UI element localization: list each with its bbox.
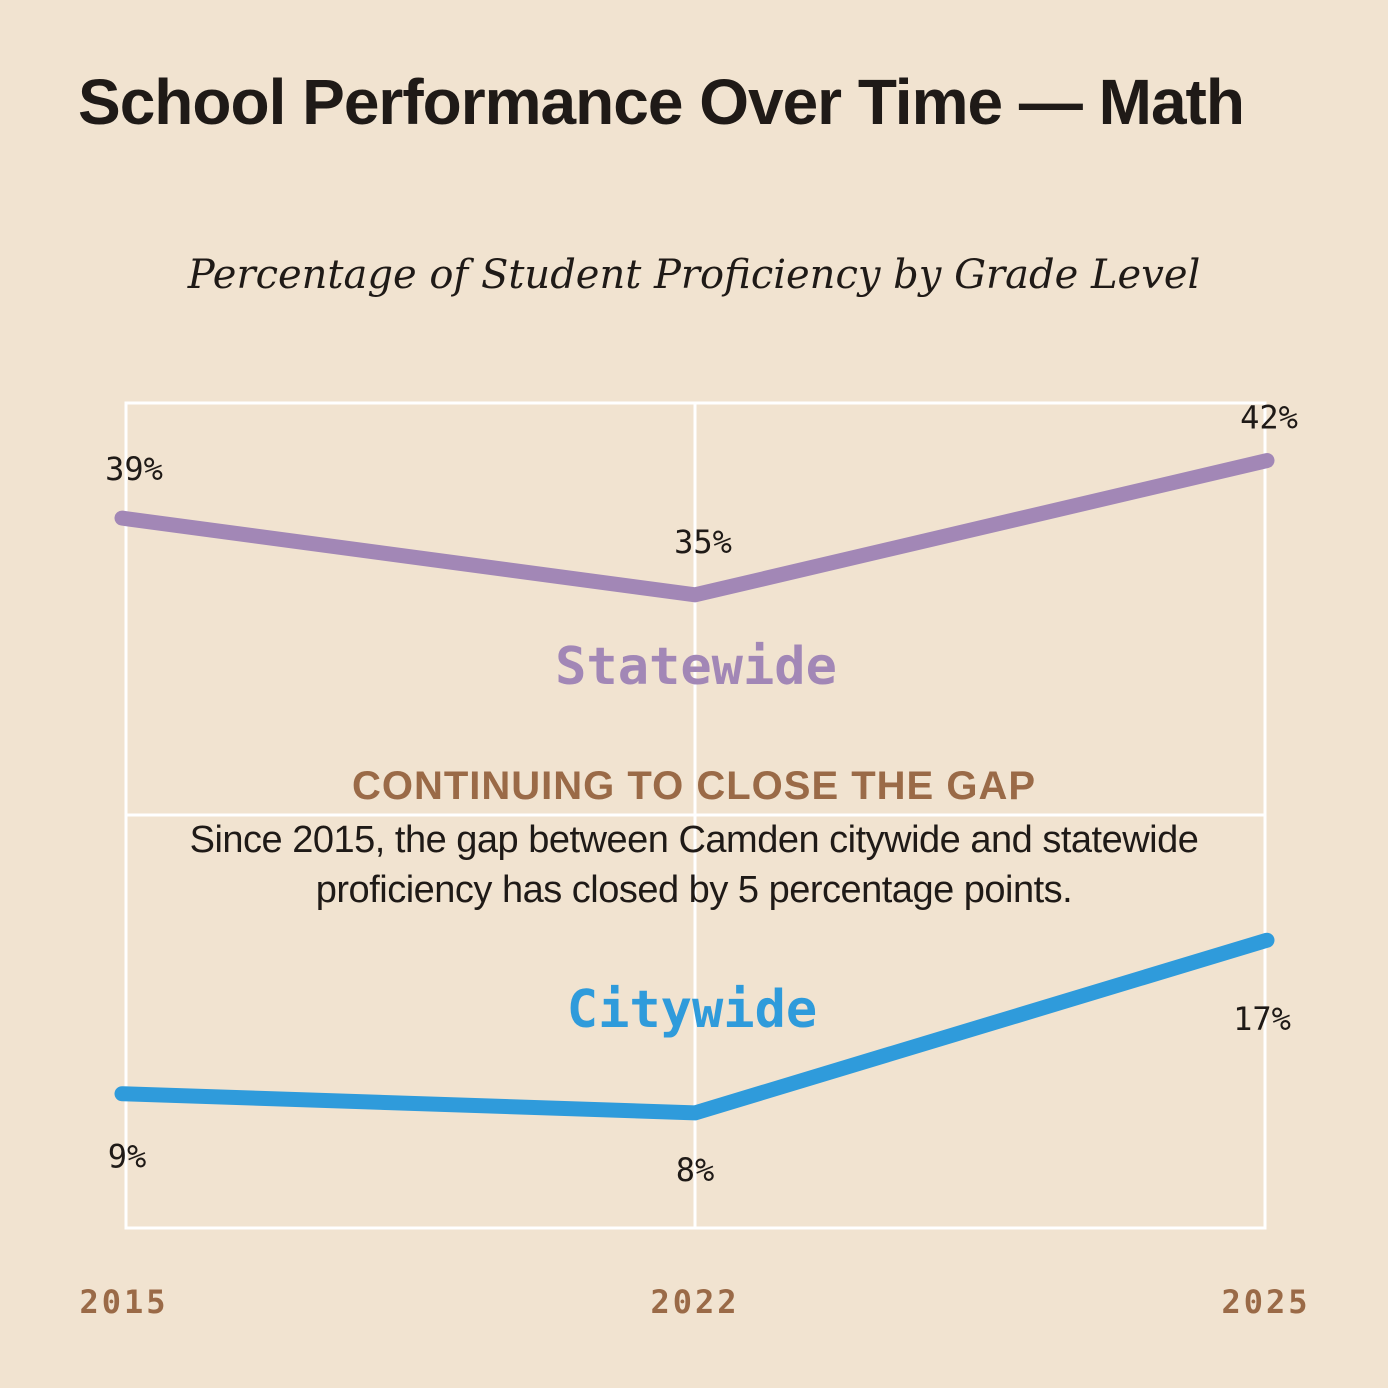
x-tick-label-2015: 2015 [79,1283,168,1321]
series-line-citywide [114,932,1275,1121]
callout-heading: CONTINUING TO CLOSE THE GAP [351,764,1037,808]
x-tick-label-2022: 2022 [650,1283,739,1321]
data-label-statewide-2022: 35% [674,523,732,561]
callout-text: Since 2015, the gap between Camden cityw… [189,819,1199,911]
x-axis: 2015 2022 2025 [79,1283,1310,1321]
data-label-statewide-2025: 42% [1240,399,1298,437]
data-label-citywide-2015: 9% [108,1138,147,1176]
chart-title: School Performance Over Time — Math [78,66,1245,138]
x-tick-label-2025: 2025 [1221,1283,1310,1321]
grid-lines [126,403,1265,1228]
series-line-statewide [114,453,1275,603]
series-label-citywide: Citywide [567,980,817,1040]
data-label-statewide-2015: 39% [105,450,163,488]
series-lines [114,453,1275,1121]
data-label-citywide-2025: 17% [1233,1000,1291,1038]
data-label-citywide-2022: 8% [676,1151,715,1189]
chart-subtitle: Percentage of Student Proficiency by Gra… [187,252,1201,298]
series-label-statewide: Statewide [555,637,837,697]
data-labels: 39% 35% 42% 9% 8% 17% [105,399,1298,1189]
